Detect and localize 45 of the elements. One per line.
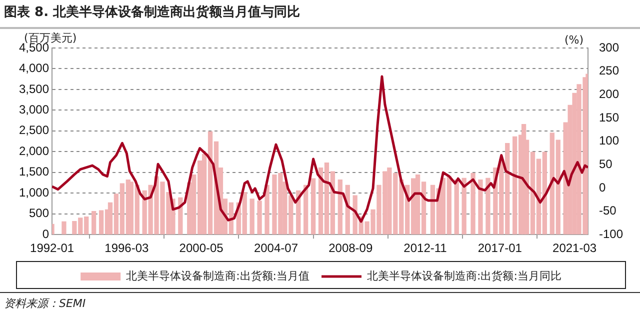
bar	[92, 211, 96, 234]
bar	[454, 180, 459, 234]
y-tick-label: 2,000	[19, 144, 50, 158]
x-tick-label: 1996-03	[104, 241, 150, 256]
bar	[462, 178, 466, 234]
x-tick-label: 2021-03	[552, 241, 597, 256]
x-tick-label: 2008-09	[328, 241, 373, 256]
y-tick-label: 0	[42, 226, 50, 241]
bar	[250, 198, 254, 234]
y2-tick-label: 200	[598, 86, 620, 101]
x-tick-label: 1992-01	[30, 241, 74, 256]
chart-title: 图表 8. 北美半导体设备制造商出货额当月值与同比	[4, 4, 300, 21]
y-tick-label: 500	[29, 206, 50, 220]
y2-tick-label: -50	[598, 204, 617, 218]
bar	[62, 221, 66, 234]
x-tick-label: 2012-11	[404, 241, 448, 256]
bar	[310, 178, 316, 234]
bar	[264, 184, 270, 234]
y-tick-label: 3,000	[19, 102, 50, 117]
y2-tick-label: 50	[598, 156, 613, 171]
text: 资料来源：SEMI	[4, 296, 86, 311]
y2-tick-label: 300	[598, 40, 620, 54]
x-tick-label: 2000-05	[179, 241, 224, 256]
y-tick-label: 1,500	[19, 164, 50, 179]
y2-tick-label: 100	[598, 134, 620, 148]
bar	[478, 180, 483, 234]
y-tick-label: 2,500	[19, 123, 50, 138]
legend-label: 北美半导体设备制造商:出货额:当月值	[126, 269, 310, 282]
bar	[512, 136, 518, 234]
y2-axis-title: (%)	[564, 33, 584, 46]
bar	[338, 180, 342, 234]
y2-tick-label: 0	[598, 180, 606, 194]
x-tick-label: 2004-07	[254, 241, 298, 256]
y-tick-label: 4,000	[19, 61, 50, 76]
y2-tick-label: -100	[598, 226, 624, 241]
x-tick-label: 2017-01	[478, 241, 522, 256]
bar	[98, 210, 104, 234]
y-tick-label: 1,000	[19, 185, 50, 200]
bar	[486, 178, 490, 234]
bar	[257, 200, 262, 234]
legend-label: 北美半导体设备制造商:出货额:当月同比	[367, 269, 562, 282]
bar	[470, 172, 476, 234]
y2-tick-label: 150	[598, 110, 620, 124]
y2-tick-label: 250	[598, 64, 620, 78]
y-tick-label: 3,500	[19, 82, 50, 96]
